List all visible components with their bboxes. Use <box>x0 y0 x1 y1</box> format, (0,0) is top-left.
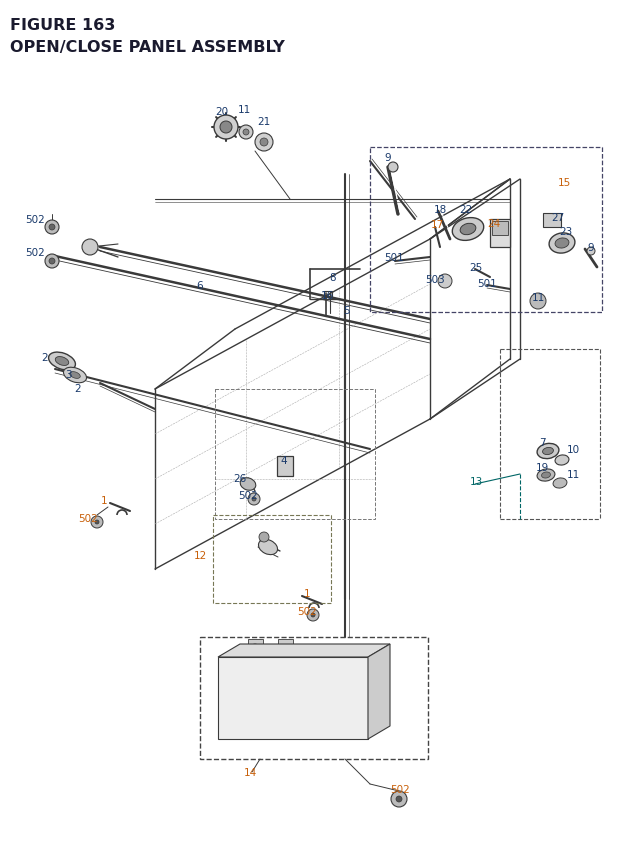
Text: 21: 21 <box>257 117 271 127</box>
Circle shape <box>438 275 452 288</box>
Text: 3: 3 <box>65 369 71 380</box>
Ellipse shape <box>537 444 559 459</box>
Bar <box>200 637 428 759</box>
Circle shape <box>243 130 249 136</box>
Bar <box>215 389 375 519</box>
Ellipse shape <box>460 224 476 235</box>
Text: 11: 11 <box>566 469 580 480</box>
Text: 15: 15 <box>557 177 571 188</box>
Text: 19: 19 <box>536 462 548 473</box>
Text: 8: 8 <box>330 273 336 282</box>
Text: 10: 10 <box>566 444 580 455</box>
Text: 501: 501 <box>477 279 497 288</box>
Text: 16: 16 <box>321 291 333 300</box>
Text: 502: 502 <box>390 784 410 794</box>
Bar <box>492 222 508 236</box>
Bar <box>278 639 293 647</box>
Ellipse shape <box>259 540 278 555</box>
Circle shape <box>259 532 269 542</box>
Ellipse shape <box>541 473 550 479</box>
Circle shape <box>250 644 260 654</box>
Text: 501: 501 <box>384 253 404 263</box>
Bar <box>248 639 263 647</box>
Circle shape <box>587 248 595 256</box>
Text: 1: 1 <box>304 588 310 598</box>
Text: 14: 14 <box>243 767 257 777</box>
Ellipse shape <box>240 478 256 491</box>
Polygon shape <box>368 644 390 739</box>
Text: 2: 2 <box>42 353 48 362</box>
Bar <box>218 657 368 739</box>
Text: 502: 502 <box>78 513 98 523</box>
Ellipse shape <box>555 455 569 466</box>
Ellipse shape <box>543 448 554 455</box>
Text: 5: 5 <box>344 306 350 316</box>
Text: 1: 1 <box>100 495 108 505</box>
Circle shape <box>530 294 546 310</box>
Text: 20: 20 <box>216 107 228 117</box>
Text: 22: 22 <box>460 205 472 214</box>
Circle shape <box>396 796 402 802</box>
Circle shape <box>214 116 238 139</box>
Text: 7: 7 <box>539 437 545 448</box>
Bar <box>370 148 602 313</box>
Circle shape <box>295 647 305 657</box>
Text: 9: 9 <box>588 243 595 253</box>
Ellipse shape <box>63 368 86 383</box>
Circle shape <box>248 493 260 505</box>
Text: 23: 23 <box>559 226 573 237</box>
Text: 502: 502 <box>238 491 258 500</box>
Circle shape <box>311 613 315 617</box>
Text: 11: 11 <box>237 105 251 115</box>
Ellipse shape <box>549 233 575 254</box>
Circle shape <box>391 791 407 807</box>
Text: 24: 24 <box>488 219 500 229</box>
Circle shape <box>307 610 319 622</box>
Ellipse shape <box>49 353 76 370</box>
Ellipse shape <box>70 372 80 379</box>
Circle shape <box>49 225 55 231</box>
Bar <box>543 214 561 228</box>
Text: OPEN/CLOSE PANEL ASSEMBLY: OPEN/CLOSE PANEL ASSEMBLY <box>10 40 285 55</box>
Text: 17: 17 <box>430 220 444 230</box>
Circle shape <box>45 220 59 235</box>
Text: 6: 6 <box>196 281 204 291</box>
Text: 4: 4 <box>281 455 287 466</box>
Circle shape <box>91 517 103 529</box>
Circle shape <box>49 258 55 264</box>
Bar <box>277 456 293 476</box>
Text: FIGURE 163: FIGURE 163 <box>10 18 115 33</box>
Ellipse shape <box>452 219 484 241</box>
Text: 27: 27 <box>552 213 564 223</box>
Text: 26: 26 <box>234 474 246 483</box>
Bar <box>490 220 510 248</box>
Bar <box>324 292 332 298</box>
Circle shape <box>220 122 232 133</box>
Ellipse shape <box>555 238 569 249</box>
Text: 13: 13 <box>469 476 483 486</box>
Text: 503: 503 <box>425 275 445 285</box>
Text: 2: 2 <box>75 383 81 393</box>
Text: 11: 11 <box>531 293 545 303</box>
Circle shape <box>239 126 253 139</box>
Ellipse shape <box>553 479 567 488</box>
Circle shape <box>45 255 59 269</box>
Text: 25: 25 <box>469 263 483 273</box>
Circle shape <box>388 163 398 173</box>
Bar <box>213 516 331 604</box>
Text: 502: 502 <box>25 248 45 257</box>
Circle shape <box>252 498 256 501</box>
Circle shape <box>82 239 98 256</box>
Text: 502: 502 <box>25 214 45 225</box>
Ellipse shape <box>55 357 68 366</box>
Circle shape <box>255 133 273 152</box>
Circle shape <box>260 139 268 147</box>
Text: 502: 502 <box>297 606 317 616</box>
Text: 18: 18 <box>433 205 447 214</box>
Ellipse shape <box>537 469 555 481</box>
Polygon shape <box>218 644 390 657</box>
Text: 9: 9 <box>385 152 391 163</box>
Text: 12: 12 <box>193 550 207 561</box>
Circle shape <box>95 520 99 524</box>
